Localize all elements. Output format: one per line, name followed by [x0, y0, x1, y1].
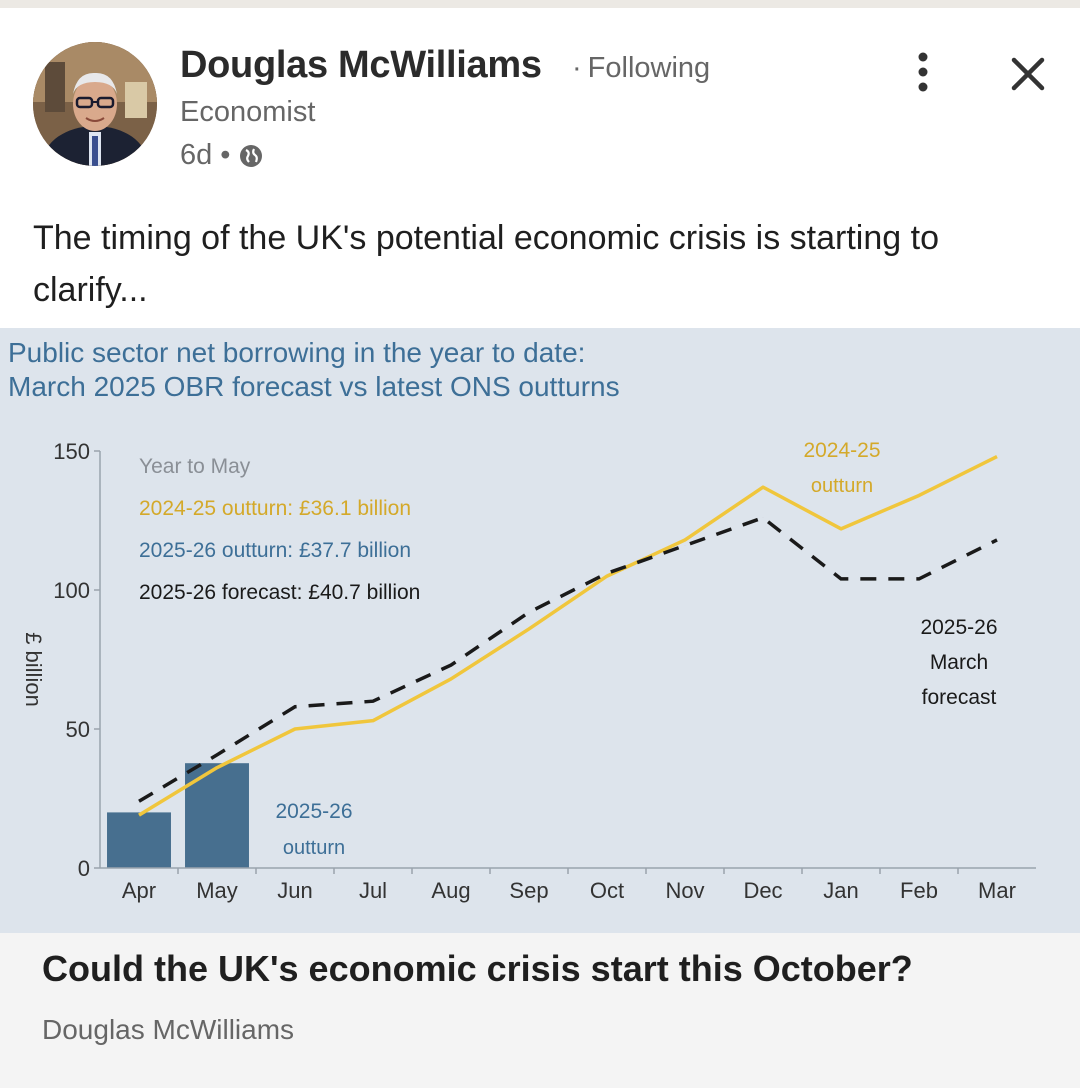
bar-2025-26-outturn-may	[185, 763, 249, 868]
x-tick-label: Mar	[978, 878, 1016, 903]
line-2025-26-forecast	[138, 515, 998, 803]
x-tick-label: Sep	[509, 878, 548, 903]
post-text: The timing of the UK's potential economi…	[33, 219, 939, 309]
y-tick-label: 50	[66, 717, 90, 742]
y-tick-label: 100	[53, 578, 90, 603]
chart-title-line1: Public sector net borrowing in the year …	[8, 337, 586, 368]
close-icon	[1011, 57, 1045, 91]
article-source: Douglas McWilliams	[42, 1014, 295, 1045]
legend-2025-26-forecast: 2025-26 forecast: £40.7 billion	[139, 581, 420, 604]
annotation-forecast-year: 2025-26	[920, 616, 997, 639]
bar-2025-26-outturn-apr	[107, 812, 171, 868]
annotation-2024-25: 2024-25	[803, 439, 880, 462]
close-button[interactable]	[1004, 50, 1052, 98]
x-tick-label: Oct	[590, 878, 624, 903]
separator-dot: ·	[572, 52, 582, 84]
x-tick-label: Nov	[665, 878, 704, 903]
annotation-2025-26-outturn: 2025-26	[275, 800, 352, 823]
annotation-forecast-label: forecast	[922, 686, 997, 709]
more-vertical-icon	[918, 52, 928, 92]
y-tick-label: 150	[53, 439, 90, 464]
chart-title: Public sector net borrowing in the year …	[8, 336, 620, 404]
avatar-photo	[33, 42, 157, 166]
post-meta: 6d •	[180, 139, 264, 172]
chart-title-line2: March 2025 OBR forecast vs latest ONS ou…	[8, 371, 620, 402]
author-name[interactable]: Douglas McWilliams	[180, 44, 542, 86]
y-axis-label: £ billion	[21, 632, 46, 707]
author-headline: Economist	[180, 96, 316, 128]
legend-2024-25-outturn: 2024-25 outturn: £36.1 billion	[139, 497, 411, 520]
author-avatar[interactable]	[33, 42, 157, 166]
x-tick-label: Apr	[122, 878, 156, 903]
annotation-forecast-march: March	[930, 651, 988, 674]
post-time: 6d	[180, 139, 213, 171]
more-options-button[interactable]	[905, 48, 941, 98]
x-tick-label: Jan	[823, 878, 858, 903]
legend-2025-26-outturn: 2025-26 outturn: £37.7 billion	[139, 539, 411, 562]
globe-icon	[240, 144, 263, 167]
x-tick-label: Dec	[743, 878, 782, 903]
follow-status-label: Following	[587, 52, 711, 84]
legend-heading: Year to May	[139, 455, 251, 478]
annotation-outturn-2024: outturn	[811, 475, 873, 497]
line-2024-25-outturn	[138, 454, 998, 817]
x-tick-label: Jun	[277, 878, 312, 903]
x-tick-label: Feb	[900, 878, 938, 903]
annotation-outturn-2025: outturn	[283, 837, 345, 859]
x-tick-label: Aug	[431, 878, 470, 903]
y-tick-label: 0	[78, 856, 90, 881]
chart-image[interactable]: Public sector net borrowing in the year …	[0, 328, 1080, 933]
x-tick-label: May	[196, 878, 238, 903]
x-tick-label: Jul	[359, 878, 387, 903]
borrowing-chart: 0 50 100 150 Apr May Jun Jul Aug Sep Oct Nov Dec Jan F…	[21, 439, 1036, 903]
follow-status[interactable]: · Following	[572, 52, 710, 85]
top-divider	[0, 0, 1080, 8]
article-preview[interactable]	[0, 933, 1080, 1088]
article-title[interactable]: Could the UK's economic crisis start thi…	[42, 948, 913, 989]
separator-dot: •	[220, 139, 231, 171]
